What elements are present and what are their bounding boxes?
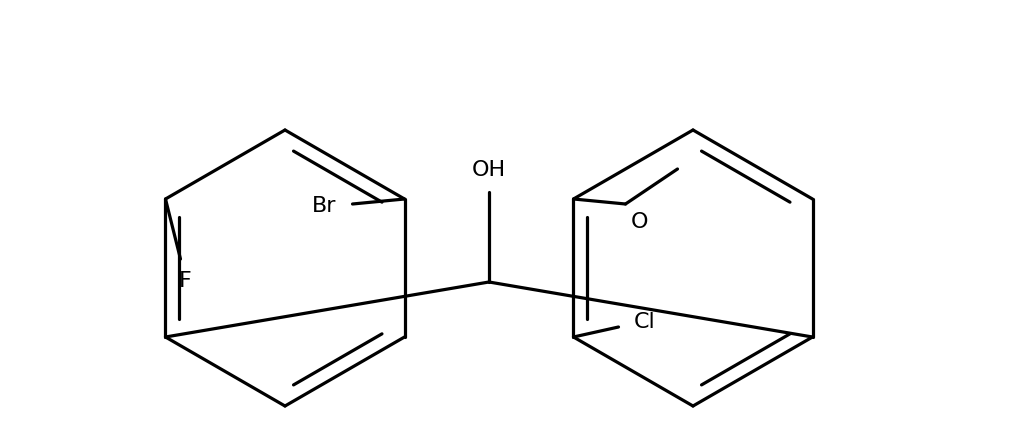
Text: Br: Br <box>312 196 337 216</box>
Text: F: F <box>180 271 192 291</box>
Text: Cl: Cl <box>634 312 656 332</box>
Text: OH: OH <box>472 160 506 180</box>
Text: O: O <box>631 212 648 232</box>
